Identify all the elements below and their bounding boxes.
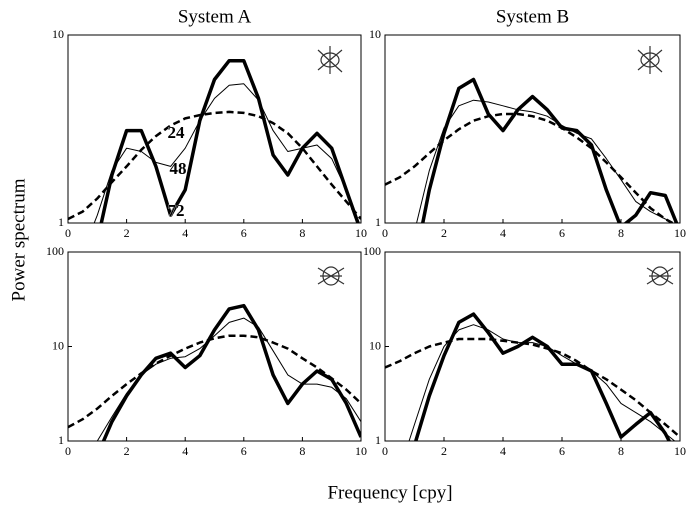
panel-title: System A — [178, 6, 252, 27]
x-tick-label: 4 — [500, 226, 506, 240]
series-line — [68, 110, 361, 221]
y-tick-label: 10 — [52, 27, 64, 41]
x-tick-label: 2 — [441, 226, 447, 240]
y-tick-label: 1 — [58, 433, 64, 447]
x-tick-label: 2 — [124, 444, 130, 458]
x-tick-label: 8 — [618, 226, 624, 240]
series-line — [96, 317, 361, 441]
x-tick-label: 6 — [559, 226, 565, 240]
y-tick-label: 100 — [363, 244, 381, 258]
x-tick-label: 4 — [182, 226, 188, 240]
x-tick-label: 6 — [241, 444, 247, 458]
x-tick-label: 10 — [355, 444, 367, 458]
series-line — [385, 337, 680, 439]
y-tick-label: 1 — [375, 433, 381, 447]
annotation: 24 — [168, 123, 186, 142]
x-tick-label: 0 — [382, 444, 388, 458]
series-line — [413, 312, 672, 441]
x-tick-label: 2 — [124, 226, 130, 240]
plot-area — [68, 58, 361, 223]
x-tick-label: 6 — [241, 226, 247, 240]
annotation: 72 — [168, 201, 185, 220]
series-line — [420, 77, 679, 223]
plot-frame — [384, 34, 681, 224]
y-tick-label: 10 — [52, 338, 64, 352]
plot-area — [68, 303, 361, 441]
panel-title: System B — [496, 6, 569, 27]
series-line — [416, 99, 674, 223]
x-tick-label: 4 — [500, 444, 506, 458]
x-tick-label: 10 — [674, 226, 686, 240]
y-axis-label: Power spectrum — [8, 178, 29, 301]
insect-icon — [317, 46, 674, 286]
series-line — [101, 303, 361, 441]
y-tick-label: 10 — [369, 27, 381, 41]
plot-frame — [67, 251, 362, 442]
series-line — [99, 58, 360, 223]
y-tick-label: 1 — [58, 215, 64, 229]
x-tick-label: 2 — [441, 444, 447, 458]
x-tick-label: 10 — [355, 226, 367, 240]
plot-area — [385, 77, 679, 223]
x-tick-label: 8 — [299, 444, 305, 458]
y-tick-label: 10 — [369, 338, 381, 352]
y-tick-label: 100 — [46, 244, 64, 258]
x-tick-label: 10 — [674, 444, 686, 458]
x-tick-label: 4 — [182, 444, 188, 458]
series-line — [68, 334, 361, 429]
x-tick-label: 8 — [618, 444, 624, 458]
plot-area — [385, 312, 680, 441]
y-tick-label: 1 — [375, 215, 381, 229]
x-tick-label: 0 — [65, 444, 71, 458]
x-tick-label: 6 — [559, 444, 565, 458]
series-line — [408, 324, 676, 441]
plot-frame — [67, 34, 362, 224]
x-axis-label: Frequency [cpy] — [327, 482, 452, 503]
x-tick-label: 0 — [65, 226, 71, 240]
x-tick-label: 8 — [299, 226, 305, 240]
series-line — [385, 112, 676, 223]
x-tick-label: 0 — [382, 226, 388, 240]
annotation: 48 — [170, 159, 187, 178]
